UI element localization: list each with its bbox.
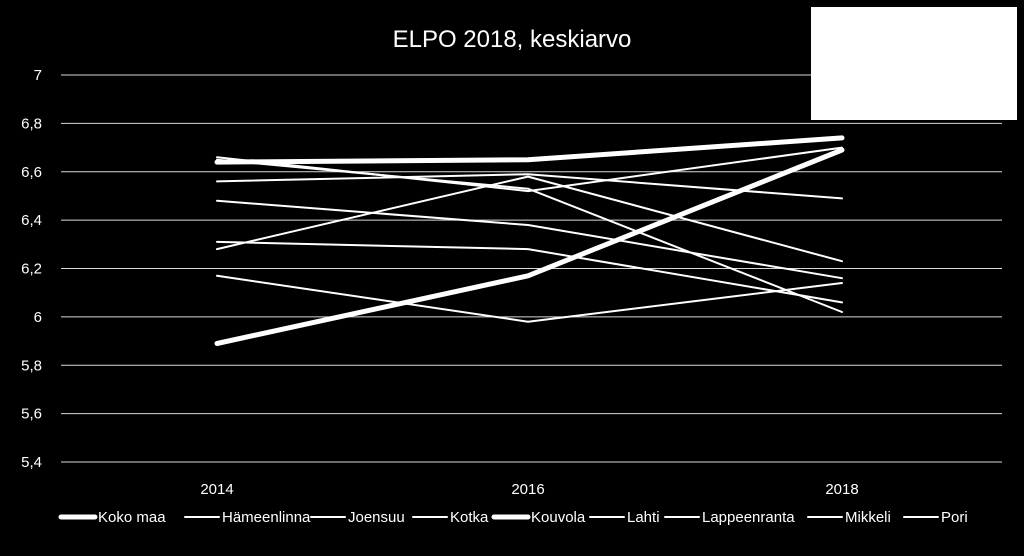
series-line-kotka <box>216 199 843 280</box>
legend-label: Kouvola <box>531 509 586 526</box>
legend: Koko maa Hämeenlinna Joensuu Kotka Kouvola La… <box>58 509 968 526</box>
series-line-lahti <box>216 240 843 304</box>
y-tick-label: 5,4 <box>21 454 42 471</box>
legend-label: Lappeenranta <box>702 509 795 526</box>
y-tick-label: 6 <box>34 309 42 326</box>
x-tick-label: 2016 <box>511 481 544 498</box>
legend-label: Mikkeli <box>845 509 891 526</box>
legend-label: Kotka <box>450 509 489 526</box>
series-line-kouvola <box>214 147 845 346</box>
series-line-pori <box>216 158 843 313</box>
series-line-mikkeli <box>216 175 843 263</box>
x-tick-label: 2018 <box>825 481 858 498</box>
x-tick-label: 2014 <box>200 481 233 498</box>
legend-label: Lahti <box>627 509 660 526</box>
y-tick-label: 5,6 <box>21 406 42 423</box>
chart-title: ELPO 2018, keskiarvo <box>393 26 632 53</box>
y-tick-label: 6,2 <box>21 261 42 278</box>
legend-label: Pori <box>941 509 968 526</box>
legend-label: Joensuu <box>348 509 405 526</box>
y-tick-label: 6,6 <box>21 164 42 181</box>
legend-label: Hämeenlinna <box>222 509 311 526</box>
x-axis-tick-labels: 2014 2016 2018 <box>200 481 858 498</box>
y-axis-tick-labels: 5,4 5,6 5,8 6 6,2 6,4 6,6 6,8 7 <box>21 67 42 471</box>
series-line-lappeenranta <box>216 274 843 323</box>
gridlines <box>61 74 1002 463</box>
legend-placeholder-box <box>811 7 1017 120</box>
y-tick-label: 6,8 <box>21 115 42 132</box>
legend-label: Koko maa <box>98 509 166 526</box>
y-tick-label: 7 <box>34 67 42 84</box>
y-tick-label: 6,4 <box>21 212 42 229</box>
series-lines <box>214 135 845 346</box>
series-line-koko-maa <box>214 135 845 165</box>
y-tick-label: 5,8 <box>21 357 42 374</box>
